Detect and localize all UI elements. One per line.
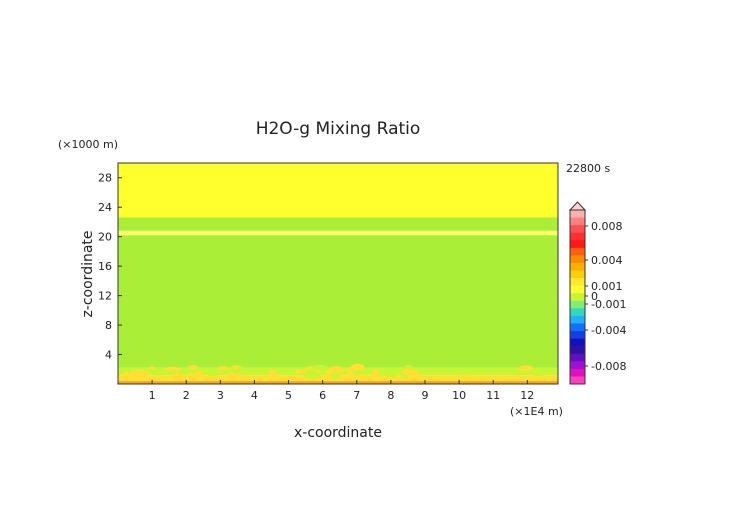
layer-band-4 — [118, 230, 558, 236]
colorbar-swatch — [570, 376, 585, 385]
colorbar-label: -0.001 — [591, 298, 626, 311]
y-tick-label: 8 — [105, 319, 112, 332]
colorbar-swatch — [570, 331, 585, 339]
moisture-patch — [330, 373, 341, 379]
colorbar-swatch — [570, 315, 585, 324]
moisture-patch — [226, 372, 242, 377]
colorbar-swatch — [570, 368, 585, 377]
colorbar-swatch — [570, 262, 585, 271]
x-unit-label: (×1E4 m) — [510, 405, 563, 418]
colorbar-swatch — [570, 240, 585, 249]
colorbar-extend-arrow — [568, 201, 587, 211]
colorbar-swatch — [570, 308, 585, 317]
x-tick-label: 4 — [251, 389, 258, 402]
moisture-patch — [302, 373, 321, 379]
colorbar-label: 0.008 — [591, 220, 623, 233]
colorbar-swatch — [570, 217, 585, 226]
moisture-patch — [357, 374, 367, 379]
moisture-patch — [400, 368, 418, 376]
colorbar-swatch — [570, 270, 585, 279]
colorbar-swatch — [570, 278, 585, 286]
colorbar-swatch — [570, 210, 585, 218]
moisture-patch — [532, 370, 544, 377]
colorbar-swatch — [570, 225, 585, 233]
moisture-patch — [148, 366, 156, 370]
colorbar-label: -0.008 — [591, 360, 626, 373]
colorbar-swatch — [570, 353, 585, 362]
y-tick-label: 16 — [98, 260, 112, 273]
x-tick-label: 1 — [149, 389, 156, 402]
colorbar-label: -0.004 — [591, 324, 626, 337]
moisture-patch — [217, 366, 229, 371]
x-tick-label: 11 — [486, 389, 500, 402]
colorbar-swatch — [570, 247, 585, 256]
y-tick-label: 24 — [98, 201, 112, 214]
y-axis-label: z-coordinate — [80, 230, 96, 317]
x-tick-label: 12 — [520, 389, 534, 402]
moisture-patch — [196, 370, 204, 377]
colorbar-label: 0 — [591, 290, 598, 303]
x-tick-label: 2 — [183, 389, 190, 402]
y-unit-label: (×1000 m) — [58, 138, 118, 151]
moisture-patch — [372, 368, 380, 377]
time-label: 22800 s — [566, 162, 610, 175]
moisture-patch — [329, 366, 345, 374]
colorbar-swatch — [570, 255, 585, 264]
moisture-patch — [172, 372, 184, 377]
x-tick-label: 9 — [421, 389, 428, 402]
chart-title: H2O-g Mixing Ratio — [256, 119, 421, 139]
x-tick-label: 10 — [452, 389, 466, 402]
x-tick-label: 3 — [217, 389, 224, 402]
layer-band-5 — [118, 217, 558, 231]
colorbar-swatch — [570, 323, 585, 332]
x-tick-label: 8 — [387, 389, 394, 402]
layer-band-3 — [118, 235, 558, 368]
colorbar-swatch — [570, 285, 585, 294]
y-tick-label: 20 — [98, 231, 112, 244]
colorbar-swatch — [570, 300, 585, 309]
moisture-patch — [518, 365, 534, 372]
moisture-patch — [428, 368, 439, 373]
y-tick-label: 12 — [98, 290, 112, 303]
moisture-patch — [375, 369, 391, 376]
moisture-patch — [269, 369, 277, 378]
moisture-patch — [311, 364, 329, 370]
moisture-patch — [188, 374, 196, 378]
moisture-patch — [461, 373, 470, 377]
x-axis-label: x-coordinate — [294, 425, 382, 441]
colorbar-swatch — [570, 338, 585, 347]
layer-band-6 — [118, 163, 558, 218]
x-tick-label: 7 — [353, 389, 360, 402]
moisture-patch — [232, 365, 239, 370]
heatmap-layers — [118, 163, 558, 384]
colorbar — [568, 201, 587, 385]
colorbar-swatch — [570, 361, 585, 370]
colorbar-swatch — [570, 293, 585, 302]
moisture-patch — [387, 374, 398, 378]
plot-frame — [117, 162, 559, 385]
moisture-patch — [205, 369, 220, 377]
layer-band-0 — [118, 381, 558, 384]
y-axis: 4 8 12 16 20 24 28 — [98, 172, 122, 362]
x-axis: 1 2 3 4 5 6 7 8 9 10 11 12 — [149, 380, 534, 402]
x-tick-label: 5 — [285, 389, 292, 402]
moisture-patch — [346, 368, 355, 377]
colorbar-label: 0.004 — [591, 254, 623, 267]
colorbar-swatch — [570, 232, 585, 241]
moisture-patch — [351, 363, 365, 371]
surface-moisture-patches — [121, 363, 544, 381]
moisture-patch — [164, 366, 182, 372]
colorbar-label: 0.001 — [591, 280, 623, 293]
colorbar-swatch — [570, 346, 585, 355]
moisture-patch — [121, 371, 136, 379]
x-tick-label: 6 — [319, 389, 326, 402]
y-tick-label: 4 — [105, 349, 112, 362]
moisture-patch — [141, 370, 151, 376]
y-tick-label: 28 — [98, 172, 112, 185]
moisture-patch — [187, 365, 199, 370]
